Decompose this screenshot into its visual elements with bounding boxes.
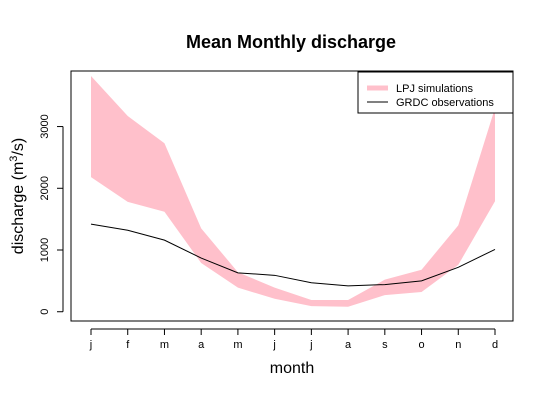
x-axis-label: month [270,360,314,377]
y-tick-label: 1000 [39,238,51,262]
x-tick-label: m [233,339,242,351]
legend: LPJ simulations GRDC observations [357,71,514,114]
x-tick-label: j [272,339,275,351]
x-tick-label: j [309,339,312,351]
x-tick-label: f [126,339,130,351]
chart-title: Mean Monthly discharge [186,32,396,52]
observation-line-layer [90,223,496,287]
y-axis: 0 1000 2000 3000 [39,114,64,315]
simulation-band-layer [91,75,495,307]
x-tick-label: s [382,339,388,351]
legend-box [357,71,514,114]
y-axis-label-main: discharge (m [10,162,27,254]
x-tick-label: a [198,339,205,351]
simulation-band [91,75,495,307]
x-tick-label: o [418,339,424,351]
y-axis-label-suffix: /s) [10,138,27,156]
y-tick-label: 0 [39,309,51,315]
x-tick-label: j [89,339,92,351]
y-axis-label-superscript: 3 [8,156,20,162]
x-tick-label: d [492,339,498,351]
plot-frame [70,70,514,322]
y-axis-label: discharge (m3/s) [8,138,27,254]
y-tick-label: 2000 [39,176,51,200]
x-tick-label: a [345,339,352,351]
y-tick-label: 3000 [39,114,51,138]
x-tick-label: m [160,339,169,351]
legend-label-simulations: LPJ simulations [396,83,474,95]
legend-label-observations: GRDC observations [396,97,494,109]
x-tick-label: n [455,339,461,351]
observation-line [90,223,496,287]
